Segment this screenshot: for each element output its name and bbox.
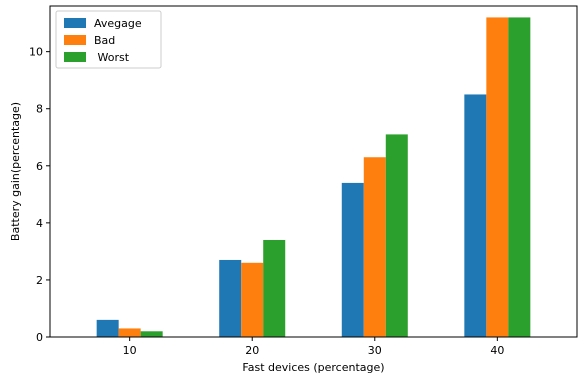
bar-1-cat-30: [341, 182, 364, 337]
x-tick-label-10: 10: [123, 344, 137, 357]
plot-frame: [49, 5, 578, 338]
y-tick-label-10: 10: [29, 46, 43, 59]
bar-2-cat-30: [363, 157, 386, 337]
y-tick-label-0: 0: [36, 331, 43, 344]
bar-2-cat-20: [241, 262, 264, 337]
x-tick-label-30: 30: [368, 344, 382, 357]
y-tick-label-4: 4: [36, 217, 43, 230]
x-tick-label-20: 20: [245, 344, 259, 357]
y-axis-label: Battery gain(percentage): [9, 102, 22, 241]
bar-3-cat-10: [140, 331, 163, 337]
legend-label-1: Avegage: [94, 17, 142, 30]
bar-3-cat-20: [263, 239, 286, 337]
x-tick-label-40: 40: [490, 344, 504, 357]
y-tick-label-6: 6: [36, 160, 43, 173]
legend-swatch-3: [64, 52, 86, 62]
legend: Avegage Bad Worst: [55, 10, 162, 69]
legend-label-3: Worst: [94, 51, 130, 64]
bar-2-cat-40: [486, 17, 509, 338]
legend-label-2: Bad: [94, 34, 115, 47]
bar-1-cat-10: [96, 319, 119, 337]
bars-layer: [96, 17, 531, 338]
bar-1-cat-40: [464, 94, 487, 337]
bar-3-cat-30: [385, 134, 408, 337]
bar-1-cat-20: [219, 259, 242, 337]
y-tick-label-8: 8: [36, 103, 43, 116]
y-tick-label-2: 2: [36, 274, 43, 287]
legend-swatch-2: [64, 35, 86, 45]
axes-layer: 10 20 30 40 0 2 4 6 8 10: [29, 5, 578, 357]
x-axis-label: Fast devices (percentage): [242, 361, 384, 374]
bar-2-cat-10: [118, 328, 141, 337]
legend-swatch-1: [64, 18, 86, 28]
bar-3-cat-40: [508, 17, 531, 338]
